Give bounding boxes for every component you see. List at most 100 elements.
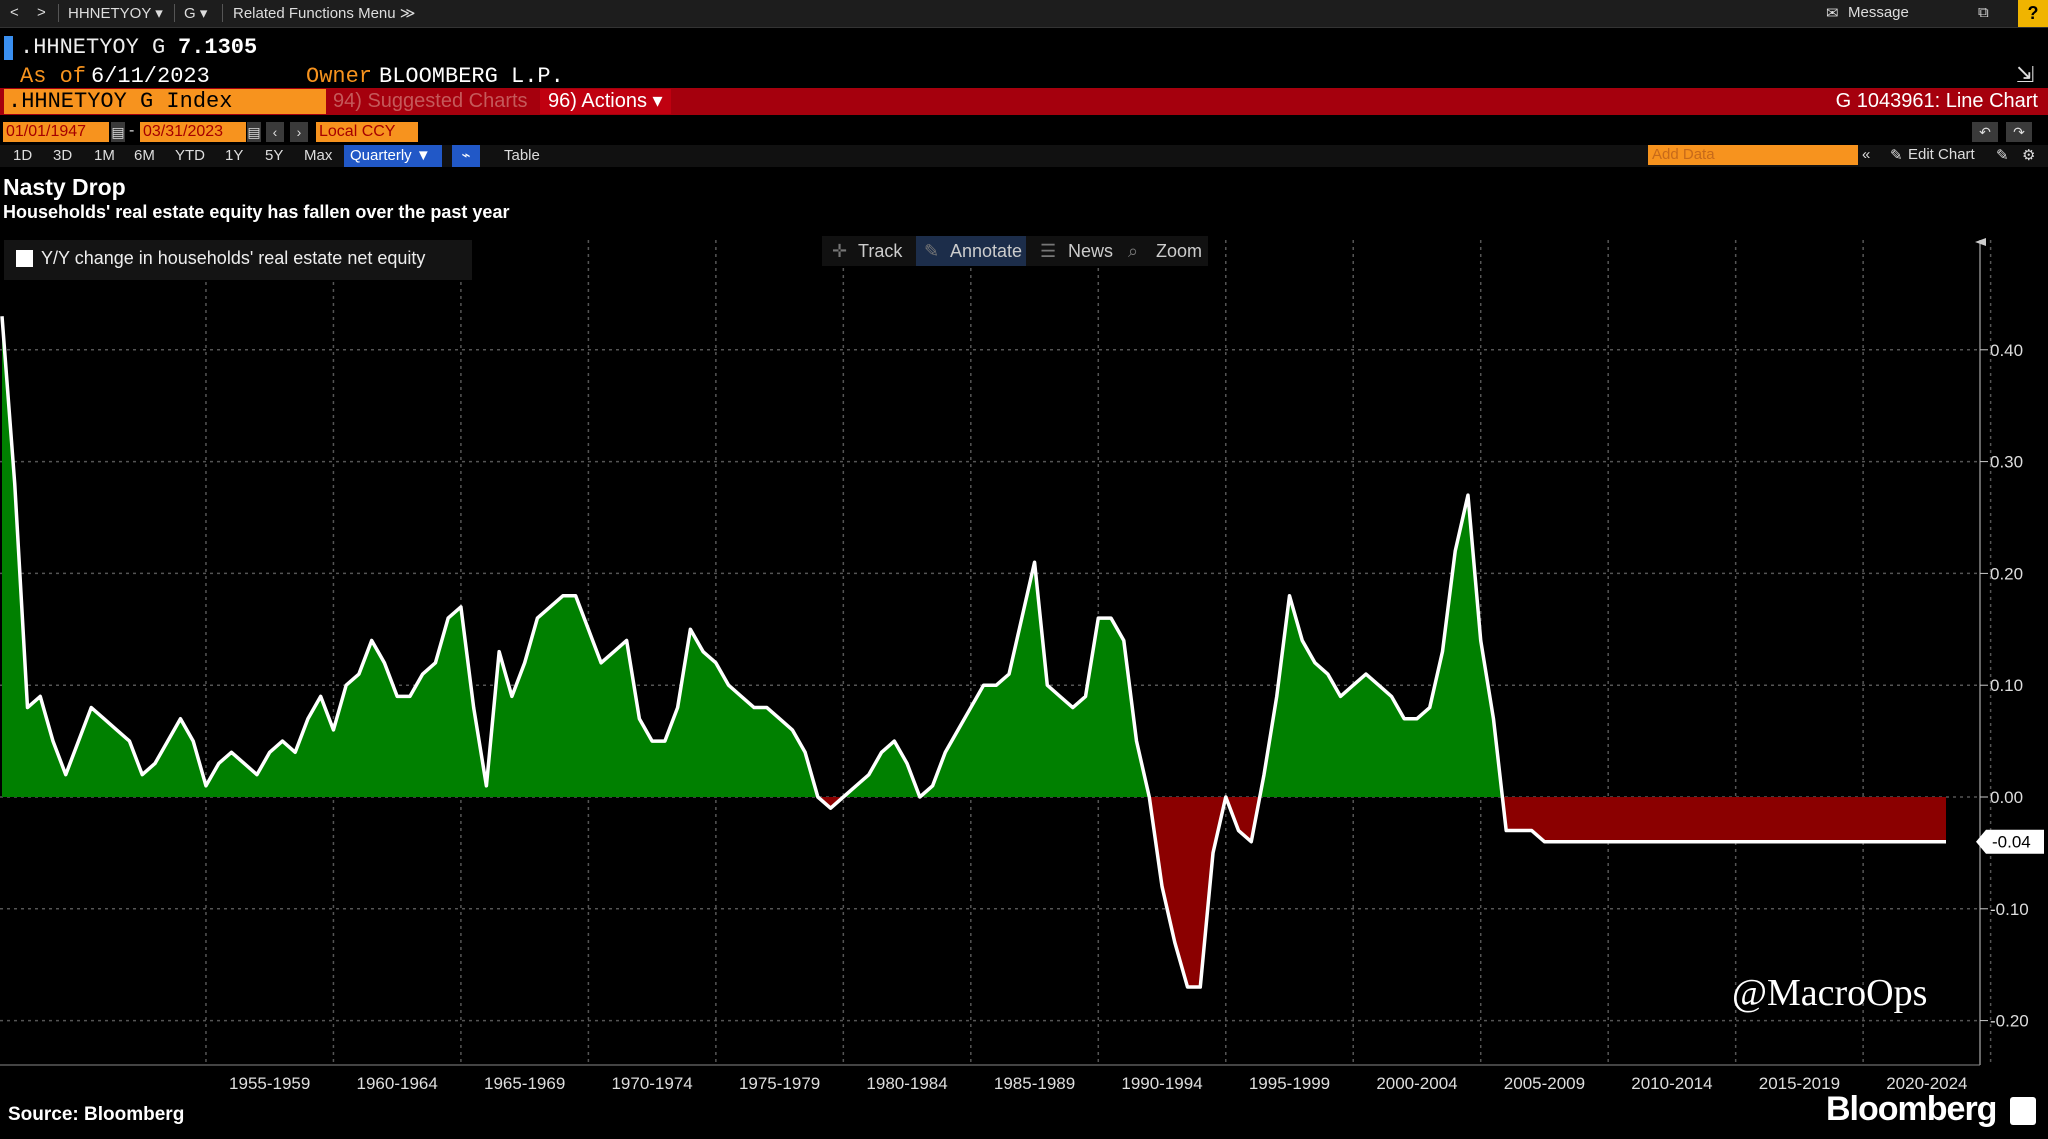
suggested-charts-button[interactable]: 94) Suggested Charts [333, 90, 528, 112]
edit-icon[interactable]: ✎ [1890, 147, 1903, 164]
data-point [868, 774, 870, 776]
data-point [294, 751, 296, 753]
data-point [218, 763, 220, 765]
next-period-button[interactable]: › [290, 122, 308, 142]
data-point [473, 707, 475, 709]
data-point [1901, 841, 1903, 843]
data-point [1862, 841, 1864, 843]
range-6m[interactable]: 6M [134, 147, 155, 164]
message-icon[interactable]: ✉ [1826, 5, 1839, 22]
data-point [1340, 696, 1342, 698]
news-button[interactable]: News [1068, 241, 1114, 261]
bloomberg-logo: Bloomberg [1826, 1090, 1997, 1128]
help-button[interactable]: ? [2018, 0, 2048, 27]
data-point [1837, 841, 1839, 843]
chart-type-icon[interactable]: ⌁ [452, 145, 480, 167]
data-point [103, 718, 105, 720]
data-point [932, 785, 934, 787]
range-1m[interactable]: 1M [94, 147, 115, 164]
data-point [435, 662, 437, 664]
x-tick-label: 1980-1984 [866, 1074, 947, 1093]
range-3d[interactable]: 3D [53, 147, 73, 164]
data-point [1620, 841, 1622, 843]
data-point [1633, 841, 1635, 843]
start-date-field[interactable]: 01/01/1947 [3, 122, 109, 142]
ticker-value: 7.1305 [178, 35, 258, 60]
data-point [1811, 841, 1813, 843]
frequency-select[interactable]: Quarterly ▼ [344, 145, 442, 167]
area-positive [2, 316, 1946, 797]
data-point [1289, 595, 1291, 597]
ticker-menu[interactable]: HHNETYOY ▾ [68, 5, 163, 22]
chart-subtitle: Households' real estate equity has falle… [3, 202, 510, 222]
range-1d[interactable]: 1D [13, 147, 33, 164]
data-point [1021, 617, 1023, 619]
data-point [677, 707, 679, 709]
annotate-button[interactable]: Annotate [950, 241, 1023, 261]
range-1y[interactable]: 1Y [225, 147, 244, 164]
data-point [970, 707, 972, 709]
data-point [1442, 651, 1444, 653]
data-point [651, 740, 653, 742]
data-point [1518, 830, 1520, 832]
owner-label: Owner [306, 64, 373, 89]
data-point [626, 640, 628, 642]
data-point [1735, 841, 1737, 843]
table-button[interactable]: Table [504, 147, 540, 164]
gear-icon[interactable]: ⚙ [2022, 147, 2036, 164]
data-point [549, 606, 551, 608]
legend-swatch[interactable] [16, 250, 33, 267]
data-point [524, 662, 526, 664]
export-icon[interactable]: ⇲ [2016, 62, 2035, 87]
data-point [1569, 841, 1571, 843]
data-point [384, 662, 386, 664]
collapse-icon[interactable]: « [1862, 146, 1871, 163]
data-point [613, 651, 615, 653]
data-point [498, 651, 500, 653]
related-functions-menu[interactable]: Related Functions Menu ≫ [233, 5, 416, 22]
prev-period-button[interactable]: ‹ [266, 122, 284, 142]
edit-chart-button[interactable]: Edit Chart [1908, 146, 1975, 163]
range-max[interactable]: Max [304, 147, 333, 164]
data-point [1212, 852, 1214, 854]
pencil-icon[interactable]: ✎ [1996, 147, 2009, 164]
data-point [588, 629, 590, 631]
data-point [1059, 696, 1061, 698]
range-ytd[interactable]: YTD [175, 147, 205, 164]
undo-icon[interactable]: ↶ [1972, 122, 1998, 142]
data-point [1110, 617, 1112, 619]
zoom-button[interactable]: Zoom [1156, 241, 1203, 261]
data-point [575, 595, 577, 597]
x-tick-label: 2020-2024 [1886, 1074, 1967, 1093]
data-point [1722, 841, 1724, 843]
data-point [1709, 841, 1711, 843]
currency-select[interactable]: Local CCY [316, 122, 418, 142]
chart-legend: Y/Y change in households' real estate ne… [4, 240, 472, 280]
source-label: Source: Bloomberg [8, 1104, 185, 1125]
data-point [690, 629, 692, 631]
data-point [1646, 841, 1648, 843]
redo-icon[interactable]: ↷ [2006, 122, 2032, 142]
top-toolbar: < > HHNETYOY ▾ G ▾ Related Functions Men… [0, 0, 2048, 28]
x-tick-label: 2005-2009 [1504, 1074, 1585, 1093]
security-field[interactable]: .HHNETYOY G Index [4, 89, 326, 114]
back-button[interactable]: < [10, 4, 19, 21]
function-menu[interactable]: G ▾ [184, 5, 208, 22]
message-button[interactable]: Message [1848, 4, 1909, 21]
end-date-field[interactable]: 03/31/2023 [140, 122, 246, 142]
range-5y[interactable]: 5Y [265, 147, 284, 164]
calendar-icon[interactable]: ▤ [111, 122, 125, 142]
data-point [1391, 696, 1393, 698]
calendar-icon[interactable]: ▤ [247, 122, 261, 142]
track-button[interactable]: Track [858, 241, 903, 261]
data-point [537, 617, 539, 619]
data-point [1136, 740, 1138, 742]
forward-button[interactable]: > [37, 4, 46, 21]
window-icon[interactable]: ⧉ [1978, 4, 1989, 21]
data-point [167, 740, 169, 742]
data-point [1085, 696, 1087, 698]
data-point [881, 751, 883, 753]
actions-menu[interactable]: 96) Actions ▾ [540, 89, 671, 114]
add-data-input[interactable]: Add Data [1648, 145, 1858, 165]
